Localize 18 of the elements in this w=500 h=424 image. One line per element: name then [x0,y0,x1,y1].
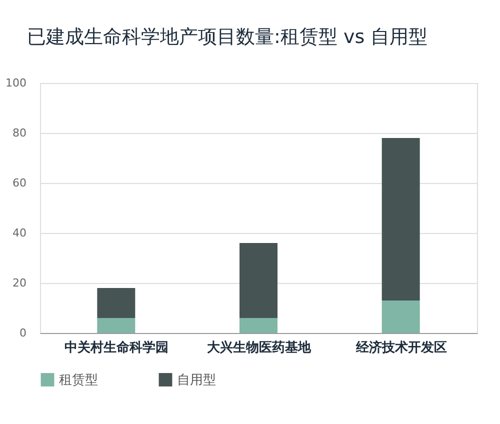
bar [382,138,420,300]
bar [240,318,278,333]
chart-title: 已建成生命科学地产项目数量:租赁型 vs 自用型 [27,26,428,48]
y-tick-label: 100 [6,76,26,90]
bar [97,318,136,333]
x-tick-label: 大兴生物医药基地 [207,340,312,356]
bar [97,288,136,318]
y-tick-label: 40 [12,226,26,240]
bar [382,300,420,333]
y-tick-label: 80 [12,126,26,140]
y-tick-label: 0 [20,326,26,340]
x-tick-label: 中关村生命科学园 [64,340,169,356]
y-tick-label: 60 [12,176,26,190]
legend-label: 租赁型 [59,372,98,388]
y-tick-label: 20 [12,276,26,290]
bar [240,243,278,318]
x-tick-label: 经济技术开发区 [354,340,447,356]
legend-label: 自用型 [177,372,216,388]
